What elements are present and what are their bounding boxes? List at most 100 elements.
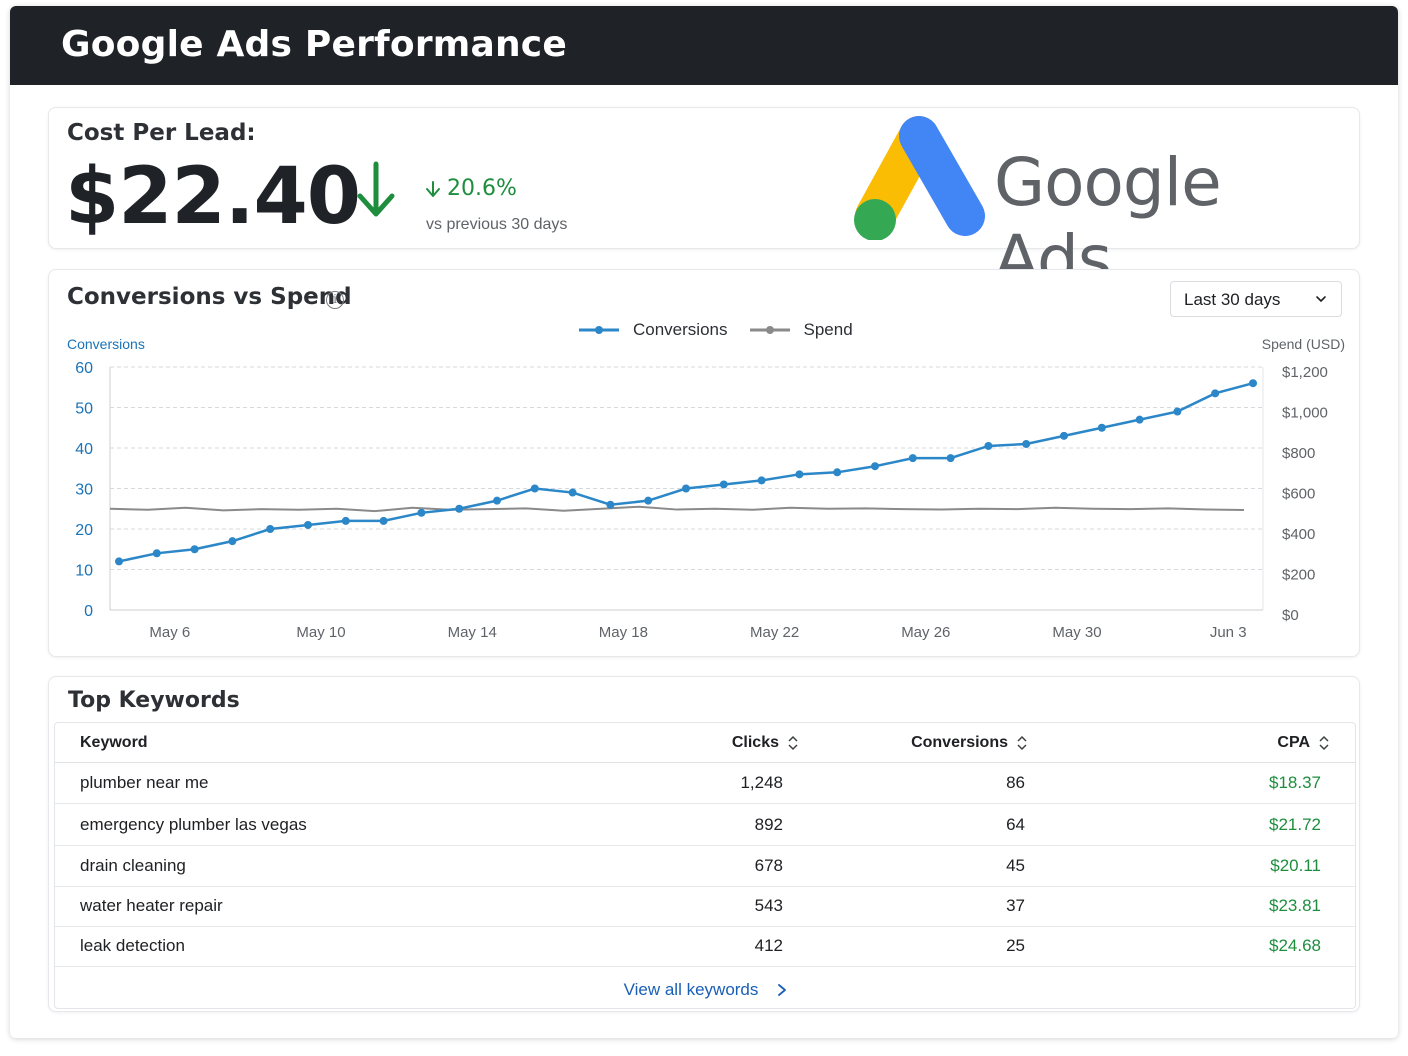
conversions-line	[118, 381, 1254, 563]
y-axis-right-title: Spend (USD)	[1261, 336, 1345, 352]
chart-title: Conversions vs Spend	[67, 284, 352, 310]
conversions-point	[1135, 415, 1144, 424]
cpa-cell: $24.68	[1269, 936, 1321, 955]
keyword-cell: water heater repair	[80, 896, 223, 915]
table-row[interactable]: drain cleaning 678 45 $20.11	[55, 846, 1355, 887]
table-row[interactable]: water heater repair 543 37 $23.81	[55, 886, 1355, 927]
x-tick-label: May 6	[149, 624, 190, 641]
conversions-point	[115, 557, 123, 566]
table-row[interactable]: plumber near me 1,248 86 $18.37	[55, 763, 1355, 804]
legend-spend-swatch	[749, 326, 790, 334]
date-range-select[interactable]: Last 30 days	[1170, 281, 1342, 317]
conversions-cell: 45	[1006, 856, 1025, 875]
conversions-point	[190, 545, 199, 554]
y-tick-left: 50	[75, 401, 93, 418]
conversions-point	[908, 454, 917, 463]
cpa-cell: $23.81	[1269, 896, 1321, 915]
legend-conversions-swatch	[579, 326, 619, 334]
table-row[interactable]: emergency plumber las vegas 892 64 $21.7…	[55, 805, 1355, 846]
conversions-point	[304, 520, 312, 529]
conversions-point	[1173, 407, 1182, 416]
top-keywords-card: Top Keywords Keyword Clicks Conversions …	[48, 676, 1360, 1012]
dashboard-frame: Google Ads Performance Cost Per Lead: $2…	[10, 6, 1398, 1038]
keyword-cell: emergency plumber las vegas	[80, 815, 307, 834]
x-tick-label: May 22	[750, 624, 799, 641]
table-header: Keyword Clicks Conversions CPA	[55, 723, 1355, 763]
conversions-point	[1022, 439, 1031, 448]
conversions-spend-card: 60 $1,200 50 $1,000 40 $800 30 $600 20 $400 10 $200…	[48, 269, 1360, 657]
legend-conversions[interactable]: Conversions	[579, 320, 728, 340]
col-keyword: Keyword	[80, 733, 148, 751]
conversions-point	[644, 496, 653, 505]
conversions-point	[341, 516, 350, 525]
keywords-table: Keyword Clicks Conversions CPA plumber n…	[54, 722, 1356, 1009]
col-clicks-label: Clicks	[731, 733, 779, 751]
conversions-point	[946, 454, 955, 463]
conversions-point	[266, 525, 275, 533]
kpi-value: $22.40	[65, 152, 361, 242]
y-tick-left: 0	[84, 603, 93, 620]
kpi-compare-text: vs previous 30 days	[426, 216, 568, 233]
header-bar: Google Ads Performance	[10, 6, 1398, 85]
cpa-cell: $20.11	[1270, 856, 1321, 875]
y-tick-right: $200	[1282, 567, 1315, 584]
conversions-point	[984, 441, 993, 450]
keyword-cell: drain cleaning	[80, 856, 186, 875]
google-ads-logo: Google Ads	[849, 116, 1329, 298]
conversions-point	[152, 549, 161, 558]
page-title: Google Ads Performance	[61, 24, 567, 65]
x-tick-label: May 30	[1052, 624, 1101, 641]
table-row[interactable]: leak detection 412 25 $24.68	[55, 926, 1355, 967]
legend-conversions-label: Conversions	[633, 320, 728, 339]
y-tick-left: 10	[75, 563, 93, 580]
chart-legend: Conversions Spend	[579, 320, 853, 340]
y-tick-right: $1,000	[1282, 405, 1328, 422]
conversions-point	[833, 468, 842, 477]
conversions-cell: 25	[1006, 936, 1025, 955]
conversions-point	[682, 484, 690, 493]
google-ads-mark-icon	[854, 116, 985, 241]
conversions-point	[719, 480, 728, 489]
conversions-point	[1097, 423, 1106, 432]
view-all-keywords-link[interactable]: View all keywords	[55, 971, 1355, 1008]
y-tick-left: 40	[75, 441, 93, 458]
conversions-point	[795, 470, 804, 479]
clicks-cell: 1,248	[740, 773, 783, 792]
kpi-label: Cost Per Lead:	[67, 120, 256, 146]
conversions-cell: 64	[1006, 815, 1025, 834]
conversions-point	[1211, 389, 1220, 398]
legend-spend-label: Spend	[803, 320, 853, 339]
y-tick-right: $600	[1282, 486, 1315, 503]
y-tick-left: 20	[75, 522, 93, 539]
conversions-point	[493, 496, 501, 505]
col-clicks[interactable]: Clicks	[732, 723, 799, 762]
conversions-cell: 86	[1006, 773, 1025, 792]
chevron-down-icon	[1316, 296, 1326, 302]
y-tick-left: 30	[75, 482, 93, 499]
y-tick-right: $400	[1282, 526, 1315, 543]
conversions-point	[871, 462, 879, 471]
conversions-point	[379, 516, 388, 525]
date-range-value: Last 30 days	[1184, 290, 1281, 309]
clicks-cell: 543	[754, 896, 783, 915]
col-cpa[interactable]: CPA	[1277, 723, 1330, 762]
y-tick-right: $800	[1282, 445, 1315, 462]
x-tick-label: May 10	[296, 624, 345, 641]
col-conversions-label: Conversions	[911, 733, 1008, 751]
x-tick-label: Jun 3	[1210, 624, 1247, 641]
kpi-delta-value: 20.6%	[447, 176, 517, 201]
down-arrow-icon	[357, 161, 395, 217]
conversions-point	[606, 500, 615, 509]
x-tick-label: May 14	[448, 624, 497, 641]
col-conversions[interactable]: Conversions	[911, 723, 1028, 762]
col-cpa-label: CPA	[1277, 733, 1310, 751]
y-tick-right: $0	[1282, 607, 1299, 624]
info-icon[interactable]: i	[326, 291, 344, 309]
x-tick-label: May 26	[901, 624, 950, 641]
conversions-point	[455, 504, 464, 513]
conversions-point	[757, 476, 766, 485]
y-tick-right: $1,200	[1282, 364, 1328, 381]
conversions-cell: 37	[1006, 896, 1025, 915]
legend-spend[interactable]: Spend	[749, 320, 853, 340]
y-axis-left-title: Conversions	[67, 336, 145, 352]
